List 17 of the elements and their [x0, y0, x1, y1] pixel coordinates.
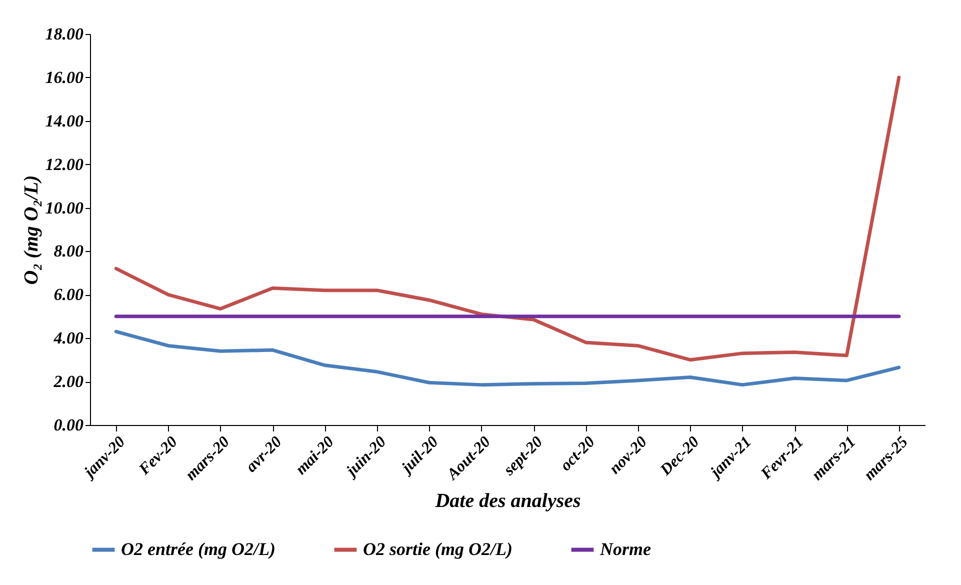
y-tick-label: 10.00 — [45, 198, 84, 218]
line-series — [114, 330, 901, 387]
line-series — [114, 76, 901, 362]
y-axis-title: O₂ (mg O₂/L) — [20, 175, 42, 285]
y-tick-label: 6.00 — [54, 285, 84, 304]
y-tick-label: 14.00 — [45, 111, 84, 130]
y-tick-label: 18.00 — [45, 24, 84, 44]
y-tick-label: 8.00 — [54, 242, 84, 261]
legend-label: O2 entrée (mg O2/L) — [121, 538, 276, 559]
x-axis-title: Date des analyses — [434, 490, 581, 512]
y-tick-label: 2.00 — [52, 372, 84, 392]
legend-label: O2 sortie (mg O2/L) — [363, 538, 512, 559]
y-tick-label: 12.00 — [45, 154, 84, 174]
y-tick-label: 4.00 — [52, 328, 84, 348]
legend-label: Norme — [599, 538, 652, 559]
y-tick-label: 0.00 — [54, 416, 84, 434]
y-tick-label: 16.00 — [45, 68, 84, 87]
